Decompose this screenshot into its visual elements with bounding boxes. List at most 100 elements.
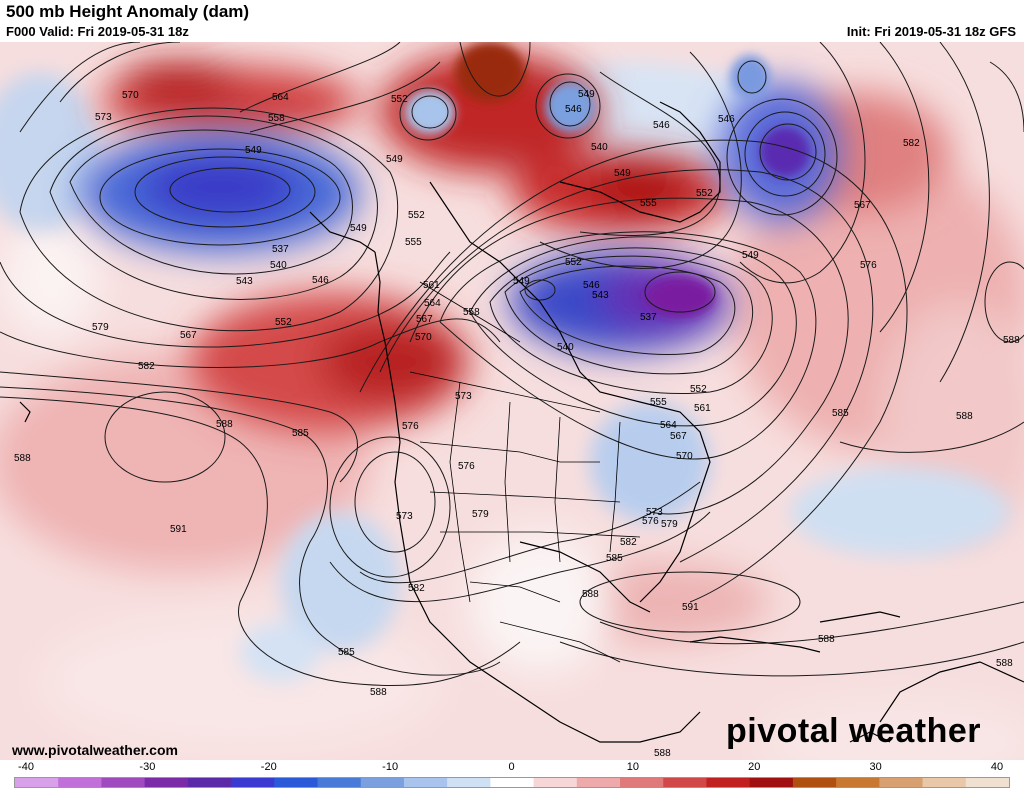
color-scale-swatch <box>663 778 707 787</box>
color-scale-swatch <box>403 778 448 787</box>
coastlines <box>19 101 1024 743</box>
color-scale-bar <box>14 777 1010 788</box>
contour-label: 588 <box>216 419 233 430</box>
contour-label: 582 <box>903 138 920 149</box>
contour-label: 558 <box>463 307 480 318</box>
contour-label: 573 <box>95 112 112 123</box>
contour-label: 546 <box>718 114 735 125</box>
contour-label: 552 <box>565 257 582 268</box>
color-scale-tick: 0 <box>508 761 515 773</box>
contour-label: 570 <box>122 90 139 101</box>
brand-logo: pivotal weather <box>726 712 982 750</box>
contour-label: 585 <box>606 553 623 564</box>
map-header: 500 mb Height Anomaly (dam) F000 Valid: … <box>0 0 1024 42</box>
contour-label: 549 <box>742 250 759 261</box>
color-scale-tick: 20 <box>748 761 761 773</box>
contour-label: 552 <box>275 317 292 328</box>
contour-label: 582 <box>138 361 155 372</box>
color-scale-swatch <box>749 778 794 787</box>
contour-label: 585 <box>292 428 309 439</box>
contour-label: 567 <box>180 330 197 341</box>
contour-label: 576 <box>458 461 475 472</box>
contour-label: 585 <box>338 647 355 658</box>
color-scale-swatch <box>231 778 275 787</box>
color-scale-swatch <box>533 778 578 787</box>
contour-label: 540 <box>591 142 608 153</box>
color-scale-swatch <box>447 778 491 787</box>
color-scale-swatch <box>836 778 880 787</box>
contour-label: 576 <box>860 260 877 271</box>
contour-label: 591 <box>170 524 187 535</box>
political-borders <box>409 281 641 663</box>
contour-label: 552 <box>696 188 713 199</box>
contour-label: 573 <box>455 391 472 402</box>
contour-label: 549 <box>386 154 403 165</box>
contour-label: 549 <box>578 89 595 100</box>
color-scale: -40 -30 -20 -10 0 10 20 30 40 <box>0 760 1024 791</box>
color-scale-labels: -40 -30 -20 -10 0 10 20 30 40 <box>0 761 1024 775</box>
color-scale-swatch <box>15 778 59 787</box>
contour-label: 576 <box>402 421 419 432</box>
color-scale-swatch <box>187 778 232 787</box>
contour-label: 558 <box>268 113 285 124</box>
contour-label: 576 <box>642 516 659 527</box>
contour-label: 546 <box>653 120 670 131</box>
contour-label: 588 <box>818 634 835 645</box>
contour-label: 588 <box>582 589 599 600</box>
contour-label: 555 <box>640 198 657 209</box>
contour-label: 543 <box>236 276 253 287</box>
contour-label: 591 <box>682 602 699 613</box>
contour-label: 552 <box>408 210 425 221</box>
contour-label: 582 <box>620 537 637 548</box>
color-scale-tick: 40 <box>990 761 1004 773</box>
color-scale-tick: 30 <box>869 761 882 773</box>
color-scale-tick: -30 <box>139 761 156 773</box>
color-scale-swatch <box>144 778 189 787</box>
contour-label: 552 <box>391 94 408 105</box>
color-scale-swatch <box>58 778 102 787</box>
contour-label: 588 <box>14 453 31 464</box>
init-time: Init: Fri 2019-05-31 18z GFS <box>846 24 1016 39</box>
color-scale-swatch <box>965 778 1009 787</box>
contour-label: 588 <box>956 411 973 422</box>
color-scale-swatch <box>317 778 362 787</box>
contour-labels: 564 570 573 558 549 552 549 546 549 540 … <box>14 89 1020 759</box>
color-scale-swatch <box>360 778 405 787</box>
contour-label: 585 <box>832 408 849 419</box>
color-scale-swatch <box>576 778 621 787</box>
contour-label: 543 <box>592 290 609 301</box>
contour-label: 561 <box>694 403 711 414</box>
contour-label: 540 <box>557 342 574 353</box>
color-scale-swatch <box>490 778 535 787</box>
color-scale-tick: -40 <box>18 761 34 773</box>
contour-label: 537 <box>640 312 657 323</box>
contour-label: 537 <box>272 244 289 255</box>
contour-label: 549 <box>245 145 262 156</box>
contour-label: 555 <box>650 397 667 408</box>
contour-label: 564 <box>424 298 441 309</box>
color-scale-tick: -20 <box>260 761 277 773</box>
contour-label: 564 <box>660 420 677 431</box>
contour-label: 549 <box>513 276 530 287</box>
color-scale-swatch <box>792 778 837 787</box>
contour-label: 588 <box>1003 335 1020 346</box>
color-scale-tick: 10 <box>626 761 639 773</box>
color-scale-swatch <box>706 778 751 787</box>
contour-label: 561 <box>423 280 440 291</box>
contour-label: 546 <box>565 104 582 115</box>
color-scale-swatch <box>620 778 664 787</box>
contour-label: 552 <box>690 384 707 395</box>
contour-label: 564 <box>272 92 289 103</box>
contour-label: 579 <box>92 322 109 333</box>
contour-label: 579 <box>472 509 489 520</box>
height-contours <box>0 42 1024 687</box>
contour-label: 549 <box>614 168 631 179</box>
contour-label: 567 <box>416 314 433 325</box>
contour-label: 555 <box>405 237 422 248</box>
contour-label: 549 <box>350 223 367 234</box>
color-scale-swatch <box>879 778 924 787</box>
contour-label: 567 <box>670 431 687 442</box>
color-scale-swatch <box>101 778 146 787</box>
contour-label: 588 <box>370 687 387 698</box>
contour-label: 570 <box>415 332 432 343</box>
